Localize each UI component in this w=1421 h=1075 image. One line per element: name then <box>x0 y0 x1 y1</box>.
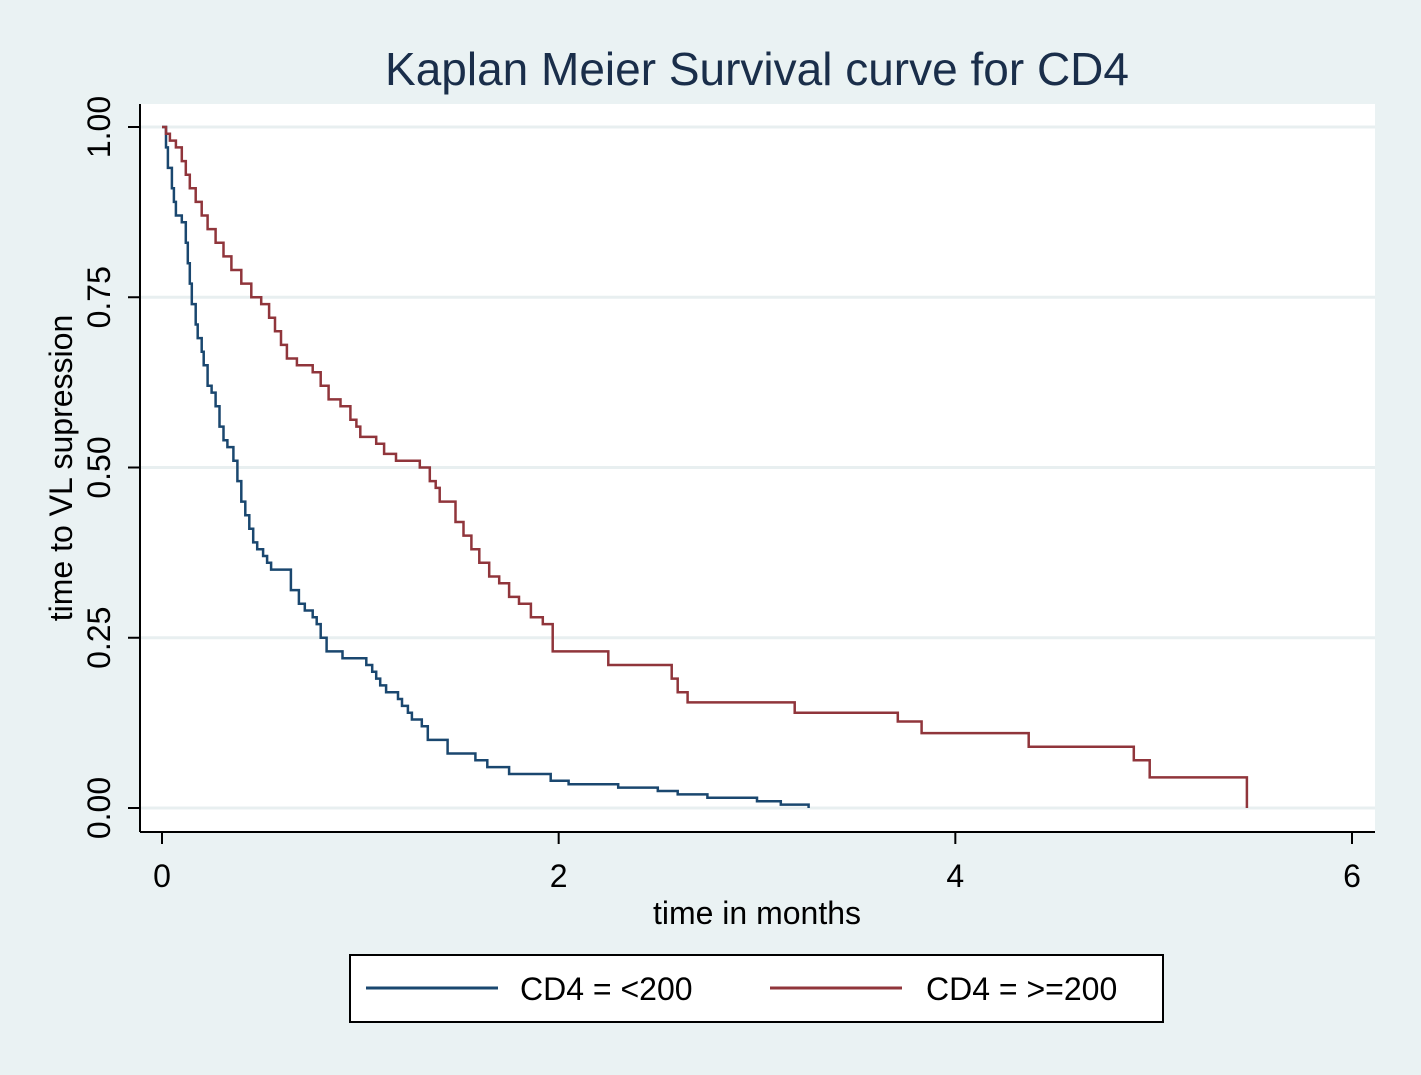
legend-label-cd4-lt200: CD4 = <200 <box>520 971 693 1007</box>
y-tick-label: 0.75 <box>81 266 117 328</box>
survival-curves <box>162 125 1249 808</box>
legend-label-cd4-ge200: CD4 = >=200 <box>926 971 1117 1007</box>
y-tick-label: 0.50 <box>81 436 117 498</box>
legend: CD4 = <200 CD4 = >=200 <box>349 954 1164 1023</box>
series-curve-0 <box>162 125 810 808</box>
x-tick-label: 6 <box>1343 858 1361 894</box>
y-tick-label: 0.00 <box>81 777 117 839</box>
y-axis-title: time to VL supression <box>43 315 79 622</box>
grid-lines <box>141 125 1375 810</box>
x-tick-label: 2 <box>550 858 568 894</box>
x-tick-label: 4 <box>946 858 964 894</box>
y-tick-label: 0.25 <box>81 607 117 669</box>
y-axis-ticks: 0.00 0.25 0.50 0.75 1.00 <box>81 96 140 839</box>
x-axis-title: time in months <box>653 895 861 931</box>
x-axis-ticks: 0 2 4 6 <box>153 832 1361 894</box>
x-tick-label: 0 <box>153 858 171 894</box>
series-curve-1 <box>162 125 1249 808</box>
chart-title: Kaplan Meier Survival curve for CD4 <box>385 43 1129 95</box>
y-tick-label: 1.00 <box>81 96 117 158</box>
